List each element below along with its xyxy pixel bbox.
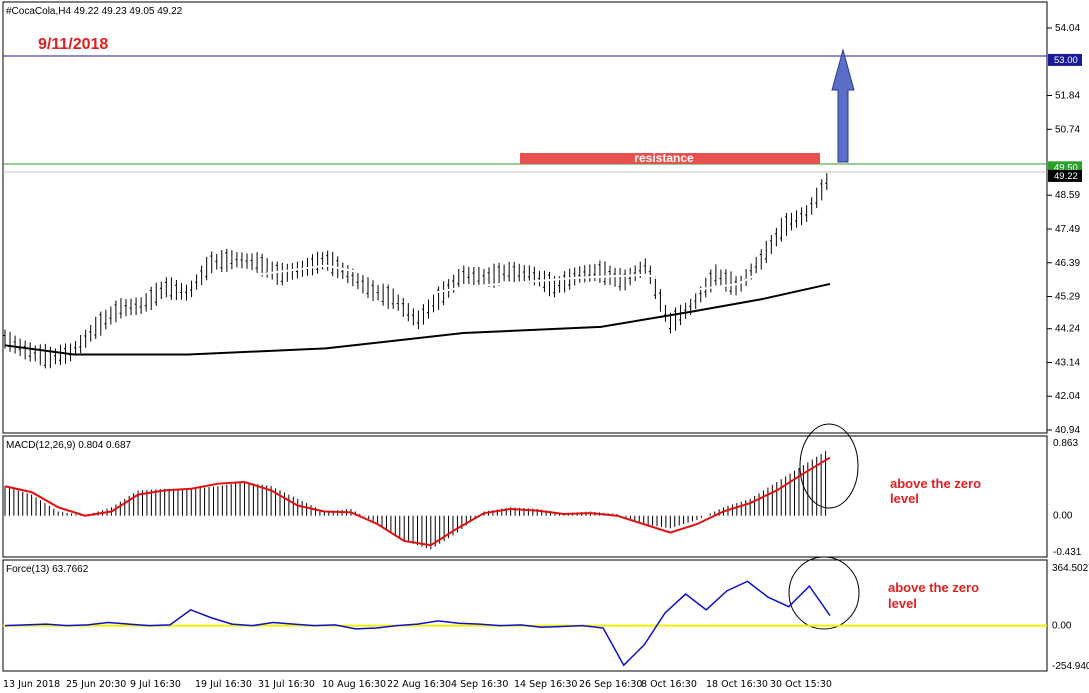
ma-slow-line bbox=[4, 282, 831, 356]
macd-tick-label: -0.431 bbox=[1053, 547, 1082, 558]
price-tick-label: 42.04 bbox=[1055, 391, 1080, 402]
date-label: 9 Jul 16:30 bbox=[130, 679, 181, 690]
price-tick-label: 44.24 bbox=[1055, 324, 1080, 335]
force-highlight-circle bbox=[788, 556, 860, 630]
price-tick-label: 51.84 bbox=[1055, 91, 1080, 102]
force-tick-label: 0.00 bbox=[1052, 621, 1072, 632]
last-price-tag-bg bbox=[1048, 169, 1082, 182]
date-label: 14 Sep 16:30 bbox=[514, 679, 577, 690]
up-arrow-icon bbox=[831, 48, 855, 163]
date-label: 25 Jun 20:30 bbox=[66, 679, 126, 690]
price-tick-label: 46.39 bbox=[1055, 258, 1080, 269]
macd-note-line2: level bbox=[890, 491, 919, 506]
last-price-tag: 49.22 bbox=[1054, 171, 1078, 182]
force-pane bbox=[2, 559, 1048, 672]
date-label: 10 Aug 16:30 bbox=[322, 679, 386, 690]
price-tick-label: 48.59 bbox=[1055, 190, 1080, 201]
force-note-line1: above the zero bbox=[888, 580, 979, 595]
date-label: 26 Sep 16:30 bbox=[579, 679, 642, 690]
macd-tick-label: 0.00 bbox=[1053, 511, 1073, 522]
resistance-label: resistance bbox=[634, 151, 694, 165]
macd-pane bbox=[2, 435, 1048, 558]
date-label: 13 Jun 2018 bbox=[3, 679, 60, 690]
force-tick-label: 364.5027 bbox=[1052, 563, 1089, 574]
date-label: 19 Jul 16:30 bbox=[195, 679, 252, 690]
date-label: 8 Oct 16:30 bbox=[641, 679, 697, 690]
macd-label: MACD(12,26,9) 0.804 0.687 bbox=[6, 440, 132, 451]
price-pane bbox=[2, 1, 1048, 434]
date-label: 22 Aug 16:30 bbox=[387, 679, 451, 690]
price-tick-label: 40.94 bbox=[1055, 425, 1080, 436]
price-tick-label: 54.04 bbox=[1055, 23, 1080, 34]
target-price-tag-bg bbox=[1048, 53, 1082, 66]
chart-title: #CocaCola,H4 49.22 49.23 49.05 49.22 bbox=[6, 6, 183, 17]
date-label: 30 Oct 15:30 bbox=[770, 679, 832, 690]
ma-fast-line bbox=[73, 218, 831, 359]
macd-signal-line bbox=[4, 456, 831, 547]
force-line bbox=[4, 580, 831, 667]
date-annotation: 9/11/2018 bbox=[38, 36, 108, 53]
date-label: 18 Oct 16:30 bbox=[706, 679, 768, 690]
resistance-price-tag: 49.50 bbox=[1054, 162, 1078, 173]
macd-tick-label: 0.863 bbox=[1053, 438, 1078, 449]
macd-note-line1: above the zero bbox=[890, 476, 981, 491]
date-label: 4 Sep 16:30 bbox=[451, 679, 508, 690]
price-tick-label: 43.14 bbox=[1055, 357, 1080, 368]
date-label: 31 Jul 16:30 bbox=[258, 679, 315, 690]
force-label: Force(13) 63.7662 bbox=[6, 564, 89, 575]
force-tick-label: -254.940 bbox=[1052, 661, 1089, 672]
macd-highlight-circle bbox=[799, 423, 859, 509]
target-price-tag: 53.00 bbox=[1054, 55, 1078, 66]
price-tick-label: 47.49 bbox=[1055, 224, 1080, 235]
force-note-line2: level bbox=[888, 596, 917, 611]
price-tick-label: 45.29 bbox=[1055, 292, 1080, 303]
price-tick-label: 50.74 bbox=[1055, 124, 1080, 135]
resistance-box bbox=[520, 153, 820, 164]
